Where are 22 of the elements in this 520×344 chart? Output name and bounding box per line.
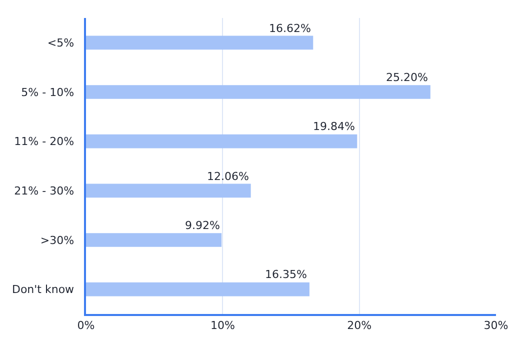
- x-tick-label: 10%: [210, 318, 235, 332]
- data-label: 25.20%: [386, 71, 428, 84]
- y-tick-label: 5% - 10%: [21, 86, 74, 99]
- data-label: 19.84%: [313, 120, 355, 133]
- bar: [86, 233, 222, 247]
- y-tick-label: 11% - 20%: [14, 135, 74, 148]
- y-tick-label: Don't know: [12, 283, 74, 296]
- bar: [86, 184, 251, 198]
- x-tick-label: 0%: [77, 318, 95, 332]
- x-tick-label: 30%: [484, 318, 508, 332]
- y-tick-label: >30%: [40, 234, 74, 247]
- data-label: 16.62%: [269, 22, 311, 35]
- bar: [86, 85, 430, 99]
- bar: [86, 282, 310, 296]
- data-label: 16.35%: [265, 268, 307, 281]
- bar: [86, 134, 358, 148]
- x-tick-label: 20%: [347, 318, 372, 332]
- y-tick-label: <5%: [47, 36, 74, 50]
- y-tick-label: 21% - 30%: [14, 184, 74, 198]
- bar: [86, 36, 314, 50]
- data-label: 12.06%: [207, 170, 249, 183]
- data-label: 9.92%: [185, 219, 220, 232]
